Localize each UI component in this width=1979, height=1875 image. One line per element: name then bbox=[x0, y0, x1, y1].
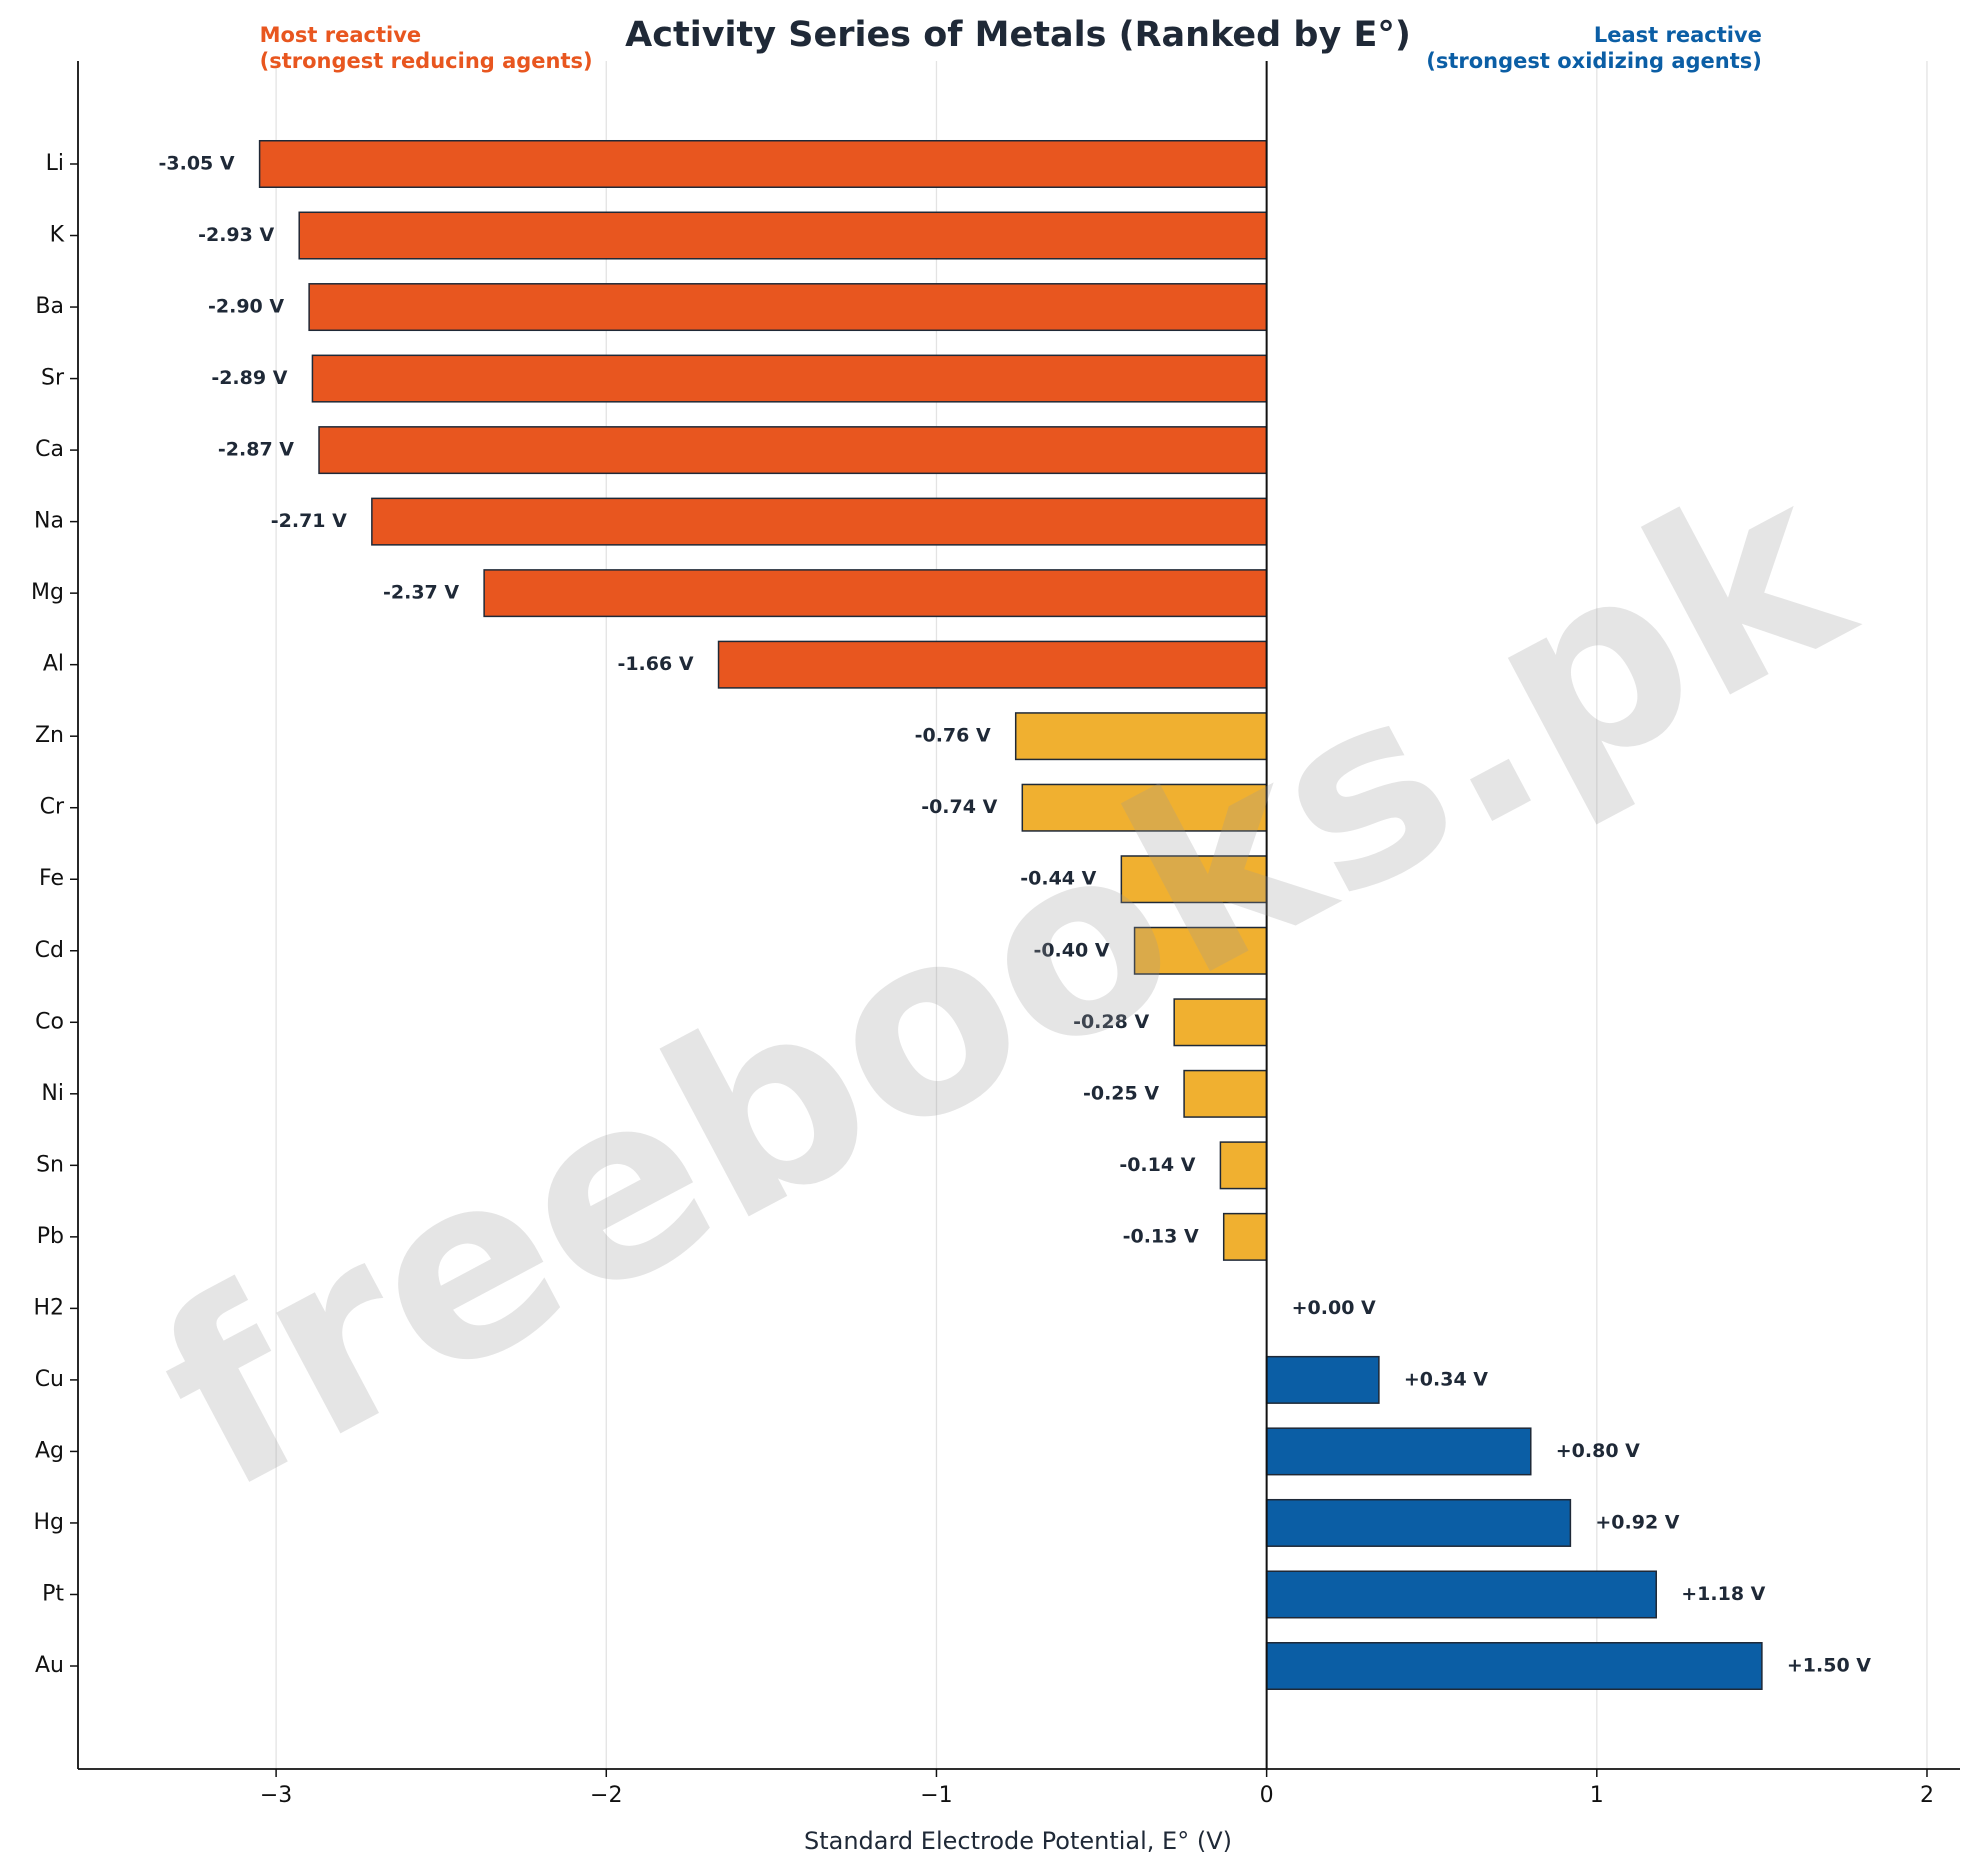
value-label: -0.13 V bbox=[1123, 1225, 1199, 1247]
y-tick-label: Co bbox=[35, 1009, 64, 1034]
bar bbox=[1183, 1069, 1268, 1118]
bar bbox=[1265, 1427, 1532, 1476]
x-axis-label: Standard Electrode Potential, E° (V) bbox=[804, 1827, 1232, 1855]
x-tick-label: −1 bbox=[920, 1783, 952, 1808]
y-tick-label: Na bbox=[34, 509, 64, 534]
value-label: -2.89 V bbox=[211, 367, 287, 389]
annotation-right: (strongest oxidizing agents) bbox=[1426, 49, 1762, 73]
value-label: -0.40 V bbox=[1033, 939, 1109, 961]
value-label: +0.80 V bbox=[1556, 1440, 1640, 1462]
y-tick-label: Pb bbox=[37, 1224, 64, 1249]
bar bbox=[258, 139, 1268, 188]
bar bbox=[1120, 855, 1268, 904]
bar bbox=[311, 354, 1268, 403]
bar bbox=[717, 640, 1268, 689]
value-label: -2.93 V bbox=[198, 224, 274, 246]
y-tick-label: Hg bbox=[33, 1510, 64, 1535]
value-label: -2.37 V bbox=[383, 582, 459, 604]
y-tick-label: Ba bbox=[35, 294, 64, 319]
value-label: -0.28 V bbox=[1073, 1011, 1149, 1033]
y-tick-label: Zn bbox=[35, 723, 64, 748]
value-label: -2.87 V bbox=[218, 439, 294, 461]
value-label: +0.92 V bbox=[1595, 1511, 1679, 1533]
bar bbox=[1265, 1642, 1763, 1691]
value-label: -0.44 V bbox=[1020, 868, 1096, 890]
annotation-left: Most reactive bbox=[260, 23, 422, 47]
x-tick-label: 1 bbox=[1590, 1783, 1604, 1808]
bar bbox=[371, 497, 1268, 546]
bar bbox=[483, 569, 1268, 618]
value-label: +0.34 V bbox=[1404, 1368, 1488, 1390]
y-tick-label: Sn bbox=[36, 1152, 64, 1177]
y-tick-label: Li bbox=[46, 151, 64, 176]
x-tick-label: −3 bbox=[260, 1783, 292, 1808]
y-tick-label: K bbox=[50, 223, 65, 248]
y-tick-label: Cu bbox=[35, 1367, 64, 1392]
value-label: -2.71 V bbox=[271, 510, 347, 532]
y-tick-label: H2 bbox=[33, 1295, 64, 1320]
value-label: -1.66 V bbox=[617, 653, 693, 675]
bar bbox=[1265, 1570, 1657, 1619]
value-label: -0.25 V bbox=[1083, 1082, 1159, 1104]
y-tick-label: Fe bbox=[39, 866, 64, 891]
bar bbox=[298, 211, 1268, 260]
y-tick-label: Ag bbox=[35, 1438, 64, 1463]
bar bbox=[1222, 1212, 1268, 1261]
value-label: -3.05 V bbox=[159, 152, 235, 174]
x-tick-label: 0 bbox=[1260, 1783, 1274, 1808]
x-tick-label: −2 bbox=[590, 1783, 622, 1808]
value-label: -0.74 V bbox=[921, 796, 997, 818]
bar bbox=[1265, 1355, 1380, 1404]
value-label: -0.14 V bbox=[1119, 1154, 1195, 1176]
y-tick-label: Ni bbox=[41, 1081, 64, 1106]
y-tick-label: Mg bbox=[31, 580, 64, 605]
bar bbox=[1265, 1498, 1572, 1547]
value-label: +1.50 V bbox=[1787, 1655, 1871, 1677]
bar bbox=[1173, 998, 1268, 1047]
value-label: +0.00 V bbox=[1292, 1297, 1376, 1319]
value-label: +1.18 V bbox=[1681, 1583, 1765, 1605]
x-tick-label: 2 bbox=[1920, 1783, 1934, 1808]
annotation-left: (strongest reducing agents) bbox=[260, 49, 593, 73]
y-tick-label: Pt bbox=[42, 1581, 64, 1606]
bar bbox=[318, 426, 1268, 475]
y-tick-label: Sr bbox=[41, 366, 65, 391]
value-label: -0.76 V bbox=[915, 725, 991, 747]
y-tick-label: Au bbox=[35, 1653, 64, 1678]
annotation-right: Least reactive bbox=[1594, 23, 1762, 47]
chart-title: Activity Series of Metals (Ranked by E°) bbox=[625, 15, 1411, 55]
value-label: -2.90 V bbox=[208, 296, 284, 318]
y-tick-label: Ca bbox=[35, 437, 64, 462]
bar bbox=[1133, 926, 1268, 975]
y-tick-label: Al bbox=[43, 652, 64, 677]
bar bbox=[1021, 783, 1268, 832]
bar bbox=[308, 283, 1268, 332]
bar bbox=[1219, 1141, 1268, 1190]
y-tick-label: Cd bbox=[35, 938, 64, 963]
y-tick-label: Cr bbox=[40, 795, 65, 820]
